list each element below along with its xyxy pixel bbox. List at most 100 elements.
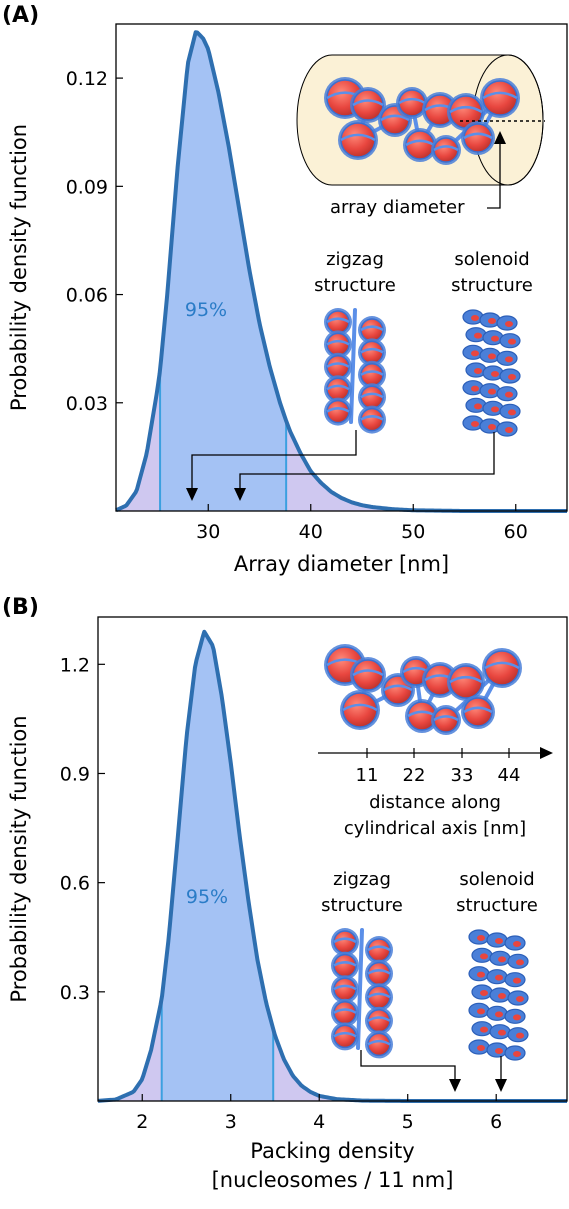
nucleosome (358, 360, 386, 389)
plot-frame (97, 616, 568, 1102)
y-axis-title: Probability density function (7, 715, 31, 1002)
nucleosome (461, 695, 495, 729)
panel-a-inset-nucleosomes (324, 77, 520, 165)
solenoid-nucleosome-core (474, 403, 482, 410)
nucleosome (365, 983, 393, 1012)
solenoid-nucleosome-core (498, 1029, 506, 1036)
solenoid-nucleosome-core (477, 1045, 485, 1051)
nucleosome (324, 397, 352, 426)
panel-b-zigzag-label-line1: zigzag (333, 869, 391, 890)
y-tick-label: 0.06 (66, 285, 108, 307)
solenoid-nucleosome-core (513, 941, 521, 947)
panel-b-zigzag-label-line2: structure (321, 895, 403, 916)
solenoid-nucleosome-core (516, 959, 524, 966)
plot-frame (115, 23, 568, 512)
solenoid-nucleosome-core (498, 993, 506, 999)
y-axis-title: Probability density function (7, 124, 31, 411)
panel-b-solenoid-structure-image (468, 929, 529, 1061)
x-tick-label: 3 (225, 1111, 237, 1133)
interval-95-label: 95% (186, 886, 228, 908)
dna-linker (356, 928, 364, 1050)
nucleosome (350, 87, 386, 123)
solenoid-nucleosome-core (491, 335, 499, 342)
panel-a-label: (A) (2, 3, 39, 28)
panel-a-solenoid-arrow (239, 432, 495, 490)
solenoid-nucleosome-core (471, 350, 479, 357)
solenoid-nucleosome-core (471, 385, 479, 392)
solenoid-nucleosome-core (480, 1026, 488, 1033)
panel-a-solenoid-structure-image (462, 309, 521, 437)
dna-linker (349, 308, 357, 424)
panel-a-solenoid-label-line2: structure (451, 275, 533, 296)
nucleosome (365, 1030, 393, 1059)
nucleosome (447, 663, 485, 701)
inset-axis-label-line2: cylindrical axis [nm] (344, 818, 526, 839)
solenoid-nucleosome-core (488, 353, 496, 360)
nucleosome (338, 120, 378, 160)
nucleosome (358, 316, 386, 344)
solenoid-nucleosome-core (508, 409, 516, 416)
nucleosome (324, 308, 352, 336)
nucleosome (431, 135, 461, 165)
inset-tick-33: 33 (451, 765, 474, 786)
solenoid-nucleosome-core (495, 1011, 503, 1018)
x-axis-title: Array diameter [nm] (234, 552, 449, 576)
panel-b-zigzag-structure-image (331, 928, 393, 1059)
solenoid-nucleosome-core (513, 1014, 521, 1021)
panel-b-zigzag-arrow (360, 1050, 456, 1080)
panel-a-plot-area: 95% 30 40 50 60 0.03 0.06 0.09 0.12 Array diamete… (7, 23, 568, 576)
x-tick-label: 4 (313, 1111, 325, 1133)
solenoid-nucleosome-core (495, 938, 503, 944)
panel-a-zigzag-label-line2: structure (314, 275, 396, 296)
nucleosome (331, 998, 359, 1027)
solenoid-nucleosome-core (505, 321, 513, 327)
panel-a-zigzag-label-line1: zigzag (326, 249, 384, 270)
solenoid-nucleosome-core (474, 368, 482, 374)
x-tick-label: 30 (196, 521, 220, 543)
solenoid-nucleosome-core (508, 338, 516, 345)
solenoid-nucleosome-core (505, 356, 513, 363)
nucleosome (324, 352, 352, 381)
nucleosome (461, 121, 495, 155)
inset-tick-22: 22 (403, 765, 426, 786)
panel-b-solenoid-label-line2: structure (456, 895, 538, 916)
y-tick-label: 0.09 (66, 176, 108, 198)
nucleosome (480, 78, 520, 118)
solenoid-nucleosome-core (516, 1032, 524, 1039)
nucleosome (331, 1022, 359, 1051)
solenoid-nucleosome-core (488, 318, 496, 324)
solenoid-nucleosome-core (488, 424, 496, 430)
nucleosome (358, 383, 386, 412)
nucleosome (365, 959, 393, 988)
nucleosome (331, 951, 359, 980)
nucleosome (340, 690, 380, 730)
solenoid-nucleosome-core (480, 953, 488, 960)
x-axis-title: [nucleosomes / 11 nm] (212, 1168, 454, 1192)
x-tick-label: 40 (299, 521, 323, 543)
y-tick-label: 1.2 (60, 654, 90, 676)
solenoid-nucleosome-core (488, 388, 496, 395)
solenoid-nucleosome-core (471, 421, 479, 427)
y-tick-label: 0.3 (60, 982, 90, 1004)
panel-a: (A) 95% 30 40 50 60 0.03 0.06 0.09 0.12 Array dia… (2, 3, 568, 576)
nucleosome (482, 648, 522, 688)
solenoid-nucleosome-core (495, 1048, 503, 1054)
solenoid-nucleosome-core (477, 971, 485, 978)
panel-a-solenoid-label-line1: solenoid (454, 249, 529, 270)
nucleosome (331, 975, 359, 1004)
nucleosome (350, 657, 386, 693)
panel-a-zigzag-structure-image (324, 308, 386, 434)
nucleosome (358, 338, 386, 367)
solenoid-nucleosome-core (505, 427, 513, 433)
x-tick-label: 5 (402, 1111, 414, 1133)
panel-a-cylinder-inset: array diameter (296, 54, 545, 218)
x-tick-label: 2 (136, 1111, 148, 1133)
panel-b: (B) 95% 2 3 4 5 6 0.3 0.6 0.9 1.2 Packing density [… (2, 595, 568, 1192)
panel-b-array-inset: 11 22 33 44 distance along cylindrical a… (318, 644, 553, 839)
nucleosome (358, 405, 386, 434)
y-tick-label: 0.6 (60, 873, 90, 895)
panel-b-plot-area: 95% 2 3 4 5 6 0.3 0.6 0.9 1.2 Packing density [nucl… (7, 616, 568, 1192)
interval-95-fill (161, 631, 274, 1101)
solenoid-nucleosome-core (505, 391, 513, 398)
